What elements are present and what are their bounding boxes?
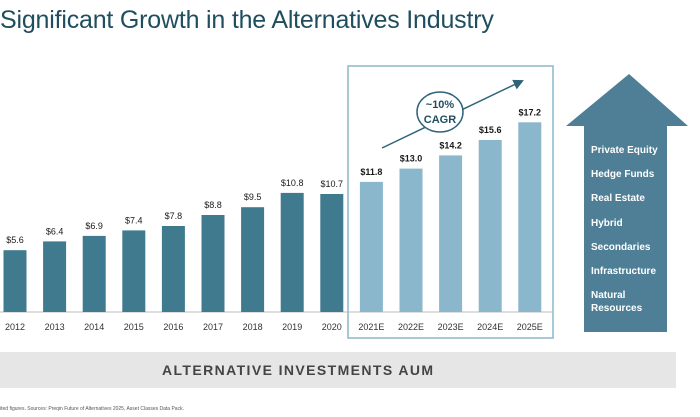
data-label-2024e: $15.6	[479, 125, 502, 135]
bar-2020	[320, 194, 344, 312]
x-tick-labels-group: 2012 2013 2014 2015 2016 2017 2018 2019 2020 2021…	[5, 322, 543, 332]
data-label-2013: $6.4	[46, 226, 64, 236]
asset-class-list: Private Equity Hedge Funds Real Estate Hybr…	[591, 145, 658, 314]
bar-2014	[82, 235, 106, 312]
bar-2022e	[399, 168, 423, 312]
asset-class-secondaries: Secondaries	[591, 242, 651, 253]
x-tick-2018: 2018	[243, 322, 263, 332]
data-label-2015: $7.4	[125, 215, 143, 225]
bar-2016	[161, 226, 185, 312]
data-label-2014: $6.9	[85, 221, 103, 231]
page-title: Significant Growth in the Alternatives I…	[0, 6, 494, 34]
bar-2012	[3, 250, 27, 312]
data-label-2016: $7.8	[165, 211, 183, 221]
data-label-2022e: $13.0	[400, 154, 423, 164]
x-tick-2013: 2013	[45, 322, 65, 332]
data-label-2012: $5.6	[6, 235, 24, 245]
asset-class-natural-resources: Natural Resources	[591, 290, 643, 314]
data-labels-group: $5.6 $6.4 $6.9 $7.4 $7.8 $8.8 $9.5 $10.8 $10.7 $1…	[6, 107, 541, 245]
x-tick-2014: 2014	[84, 322, 104, 332]
aum-band	[0, 352, 676, 388]
x-tick-2022e: 2022E	[398, 322, 424, 332]
asset-class-hybrid: Hybrid	[591, 218, 623, 229]
bar-2015	[122, 230, 146, 312]
x-tick-2017: 2017	[203, 322, 223, 332]
bar-2019	[280, 192, 304, 312]
x-tick-2012: 2012	[5, 322, 25, 332]
x-tick-2019: 2019	[282, 322, 302, 332]
bar-2021e	[359, 181, 383, 312]
data-label-2021e: $11.8	[360, 167, 382, 177]
estimate-period-box	[347, 65, 554, 339]
data-label-2023e: $14.2	[439, 140, 462, 150]
x-tick-2024e: 2024E	[477, 322, 503, 332]
cagr-line2: CAGR	[424, 114, 456, 126]
bar-2018	[241, 207, 265, 312]
cagr-badge	[416, 91, 464, 133]
bar-2013	[43, 241, 67, 312]
data-label-2017: $8.8	[204, 200, 222, 210]
data-label-2019: $10.8	[281, 178, 304, 188]
asset-class-private-equity: Private Equity	[591, 145, 658, 156]
asset-class-real-estate: Real Estate	[591, 193, 645, 204]
x-tick-2020: 2020	[322, 322, 342, 332]
x-tick-2025e: 2025E	[517, 322, 543, 332]
source-footnote: ited figures. Sources: Preqin Future of …	[0, 406, 184, 412]
x-tick-2016: 2016	[163, 322, 183, 332]
up-arrow-shape	[566, 74, 688, 332]
x-tick-2015: 2015	[124, 322, 144, 332]
bar-2024e	[478, 140, 502, 312]
asset-class-hedge-funds: Hedge Funds	[591, 169, 655, 180]
data-label-2020: $10.7	[321, 179, 344, 189]
data-label-2025e: $17.2	[519, 107, 542, 117]
bars-group	[3, 122, 542, 312]
bar-2023e	[439, 155, 463, 312]
cagr-line1: ~10%	[426, 99, 455, 111]
x-tick-2023e: 2023E	[438, 322, 464, 332]
aum-band-label: ALTERNATIVE INVESTMENTS AUM	[162, 362, 435, 378]
bar-2025e	[518, 122, 542, 312]
x-tick-2021e: 2021E	[358, 322, 384, 332]
data-label-2018: $9.5	[244, 192, 262, 202]
asset-class-infrastructure: Infrastructure	[591, 266, 656, 277]
bar-2017	[201, 215, 225, 312]
